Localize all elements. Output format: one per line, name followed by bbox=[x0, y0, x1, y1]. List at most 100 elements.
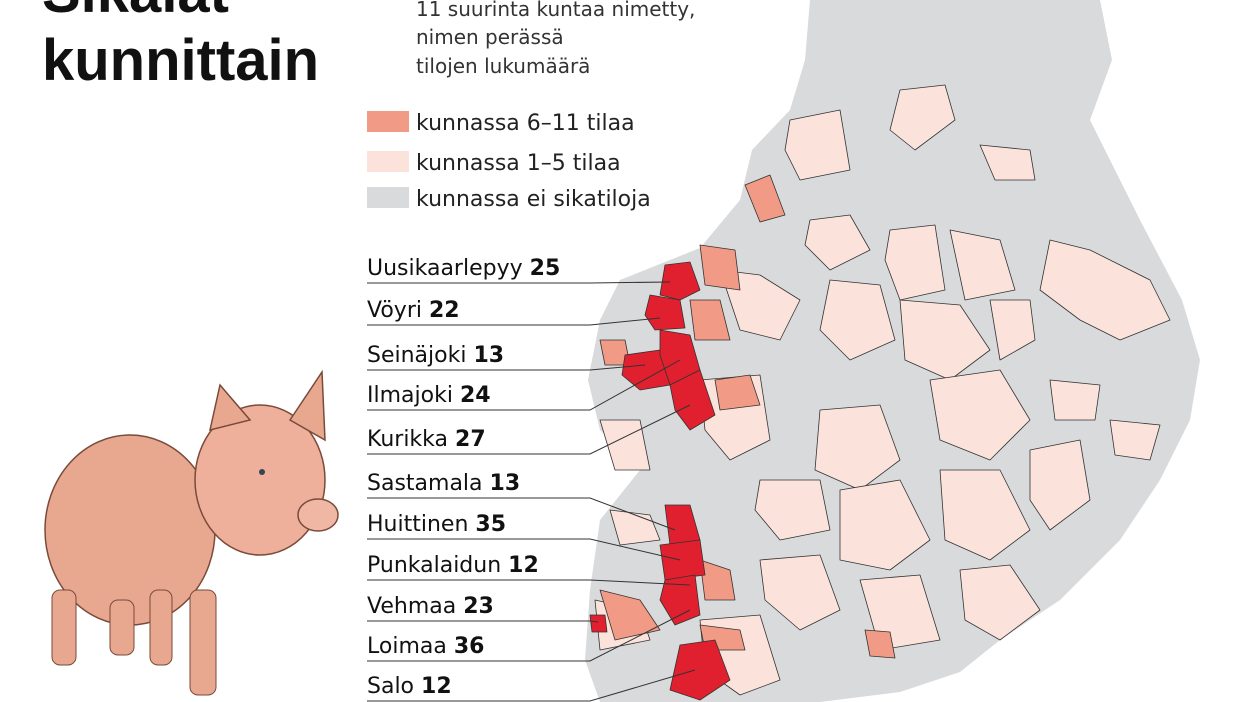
region bbox=[1109, 419, 1161, 461]
region bbox=[979, 144, 1036, 181]
farm-count: 12 bbox=[421, 674, 452, 699]
region bbox=[884, 224, 946, 301]
subtitle-line: nimen perässä bbox=[416, 25, 564, 49]
region bbox=[939, 469, 1031, 561]
region-high bbox=[659, 574, 701, 626]
municipality-name: Sastamala bbox=[367, 471, 483, 496]
leader-line bbox=[367, 497, 676, 531]
region bbox=[959, 564, 1041, 641]
legend-label: kunnassa 6–11 tilaa bbox=[416, 111, 635, 136]
region bbox=[839, 479, 931, 571]
leader-line bbox=[367, 669, 696, 702]
region bbox=[689, 299, 731, 341]
leader-line bbox=[367, 579, 691, 586]
subtitle-line: tilojen lukumäärä bbox=[416, 54, 590, 78]
municipality-label: Uusikaarlepyy 25 bbox=[367, 256, 560, 281]
region bbox=[754, 479, 831, 541]
leader-line bbox=[367, 281, 671, 284]
region bbox=[744, 174, 786, 223]
region-high bbox=[669, 369, 716, 431]
title-line: kunnittain bbox=[42, 28, 319, 93]
farm-count: 13 bbox=[490, 471, 521, 496]
region-high bbox=[644, 294, 686, 331]
municipality-name: Vöyri bbox=[367, 298, 422, 323]
legend-swatch bbox=[367, 151, 409, 172]
pig-illustration bbox=[44, 369, 339, 696]
farm-count: 13 bbox=[473, 343, 504, 368]
farm-count: 27 bbox=[455, 427, 486, 452]
municipality-name: Salo bbox=[367, 674, 414, 699]
legend-label: kunnassa ei sikatiloja bbox=[416, 187, 651, 212]
region bbox=[1029, 439, 1091, 531]
region bbox=[949, 229, 1016, 301]
region bbox=[899, 299, 991, 381]
municipality-label: Sastamala 13 bbox=[367, 471, 520, 496]
title-line: Sikalat bbox=[42, 0, 229, 25]
region-high bbox=[659, 539, 706, 581]
region bbox=[699, 559, 736, 601]
region bbox=[889, 84, 956, 151]
region-high bbox=[589, 614, 608, 633]
map bbox=[585, 0, 1200, 702]
farm-count: 22 bbox=[429, 298, 460, 323]
leader-line bbox=[367, 317, 661, 326]
leader-line bbox=[367, 609, 691, 662]
leader-line bbox=[367, 538, 681, 561]
region bbox=[864, 629, 896, 659]
region bbox=[599, 589, 661, 641]
region-high bbox=[621, 349, 671, 391]
municipality-name: Huittinen bbox=[367, 512, 468, 537]
municipality-label: Punkalaidun 12 bbox=[367, 553, 539, 578]
farm-count: 35 bbox=[475, 512, 506, 537]
municipality-name: Kurikka bbox=[367, 427, 448, 452]
region bbox=[714, 374, 761, 411]
legend-swatch bbox=[367, 111, 409, 132]
municipality-label: Vöyri 22 bbox=[367, 298, 460, 323]
region bbox=[819, 279, 896, 361]
municipality-label: Kurikka 27 bbox=[367, 427, 486, 452]
region bbox=[759, 554, 841, 631]
municipality-name: Ilmajoki bbox=[367, 383, 453, 408]
region bbox=[599, 419, 651, 471]
farm-count: 12 bbox=[508, 553, 539, 578]
leader-line bbox=[367, 620, 599, 623]
municipality-name: Punkalaidun bbox=[367, 553, 501, 578]
region bbox=[929, 369, 1031, 461]
municipality-label: Ilmajoki 24 bbox=[367, 383, 491, 408]
region bbox=[609, 509, 661, 546]
regions-low bbox=[594, 84, 1171, 696]
leader-line bbox=[367, 359, 681, 411]
region bbox=[989, 299, 1036, 361]
farm-count: 24 bbox=[460, 383, 491, 408]
municipality-name: Uusikaarlepyy bbox=[367, 256, 523, 281]
farm-count: 25 bbox=[530, 256, 561, 281]
regions-top bbox=[589, 261, 731, 701]
region bbox=[1049, 379, 1101, 421]
municipality-label: Loimaa 36 bbox=[367, 634, 484, 659]
subtitle-line: 11 suurinta kuntaa nimetty, bbox=[416, 0, 695, 21]
regions-mid bbox=[599, 174, 896, 659]
municipality-label: Salo 12 bbox=[367, 674, 452, 699]
region bbox=[804, 214, 871, 271]
municipality-name: Loimaa bbox=[367, 634, 447, 659]
legend-swatch bbox=[367, 187, 409, 208]
region-high bbox=[659, 261, 701, 301]
municipality-label: Huittinen 35 bbox=[367, 512, 506, 537]
legend-label: kunnassa 1–5 tilaa bbox=[416, 151, 621, 176]
region bbox=[784, 109, 851, 181]
region-high bbox=[669, 639, 731, 701]
region bbox=[1039, 239, 1171, 341]
leader-line bbox=[367, 364, 646, 371]
region bbox=[699, 244, 741, 291]
farm-count: 36 bbox=[454, 634, 485, 659]
farm-count: 23 bbox=[463, 594, 494, 619]
municipality-name: Seinäjoki bbox=[367, 343, 466, 368]
municipality-label: Vehmaa 23 bbox=[367, 594, 494, 619]
region bbox=[814, 404, 901, 491]
land-background bbox=[585, 0, 1200, 702]
leader-line bbox=[367, 404, 691, 455]
municipality-name: Vehmaa bbox=[367, 594, 456, 619]
municipality-label: Seinäjoki 13 bbox=[367, 343, 504, 368]
